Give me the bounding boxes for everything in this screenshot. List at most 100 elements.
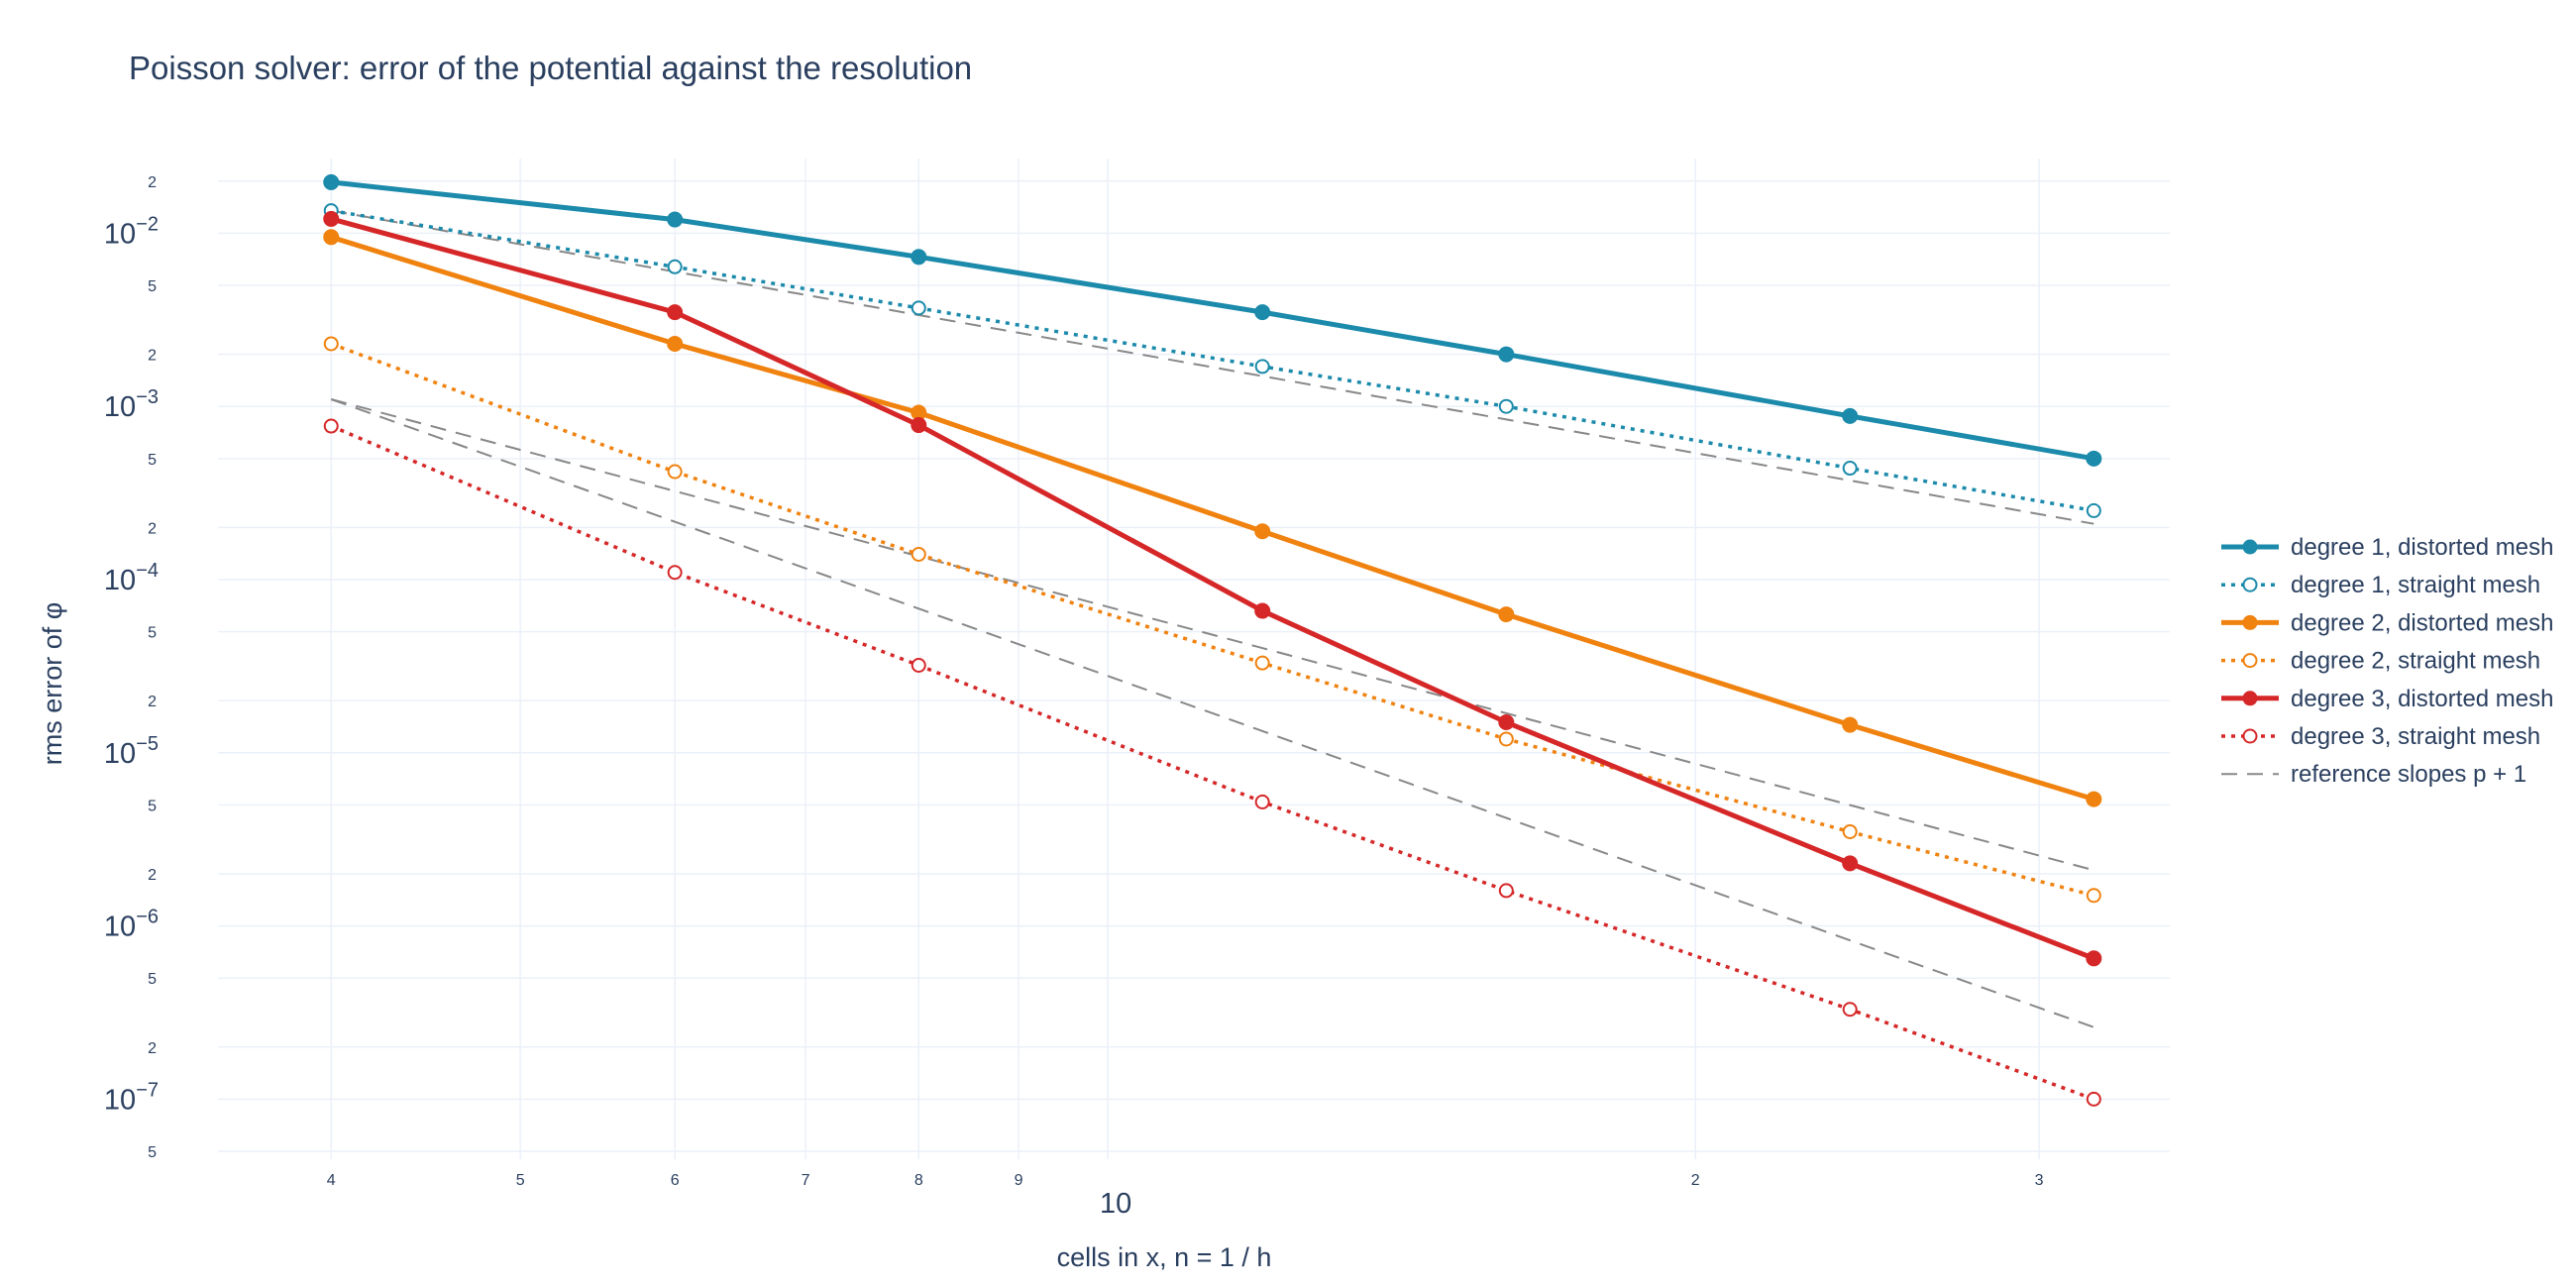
legend-swatch-marker bbox=[2242, 614, 2258, 630]
y-tick-label: 2 bbox=[148, 174, 157, 191]
legend-swatch-marker bbox=[2242, 653, 2258, 669]
y-tick-label: 5 bbox=[148, 452, 157, 469]
reference-lines bbox=[330, 209, 2094, 1028]
y-tick-label: 2 bbox=[148, 520, 157, 537]
legend-label: degree 1, straight mesh bbox=[2291, 572, 2540, 598]
legend-label: degree 2, distorted mesh bbox=[2291, 609, 2554, 636]
y-tick-label: 10−2 bbox=[104, 213, 159, 250]
legend-swatch-marker bbox=[2242, 539, 2258, 555]
data-point bbox=[323, 173, 340, 190]
data-point bbox=[667, 211, 684, 228]
y-tick-exponent: −4 bbox=[136, 560, 159, 582]
legend-label: reference slopes p + 1 bbox=[2291, 761, 2526, 788]
data-point bbox=[1498, 346, 1515, 363]
grid bbox=[218, 159, 2170, 1159]
y-tick-label: 10−5 bbox=[104, 733, 159, 770]
legend-swatch-marker bbox=[2242, 728, 2258, 744]
legend: degree 1, distorted mesh degree 1, straig… bbox=[2221, 534, 2554, 788]
data-point bbox=[667, 304, 684, 321]
data-point bbox=[1254, 655, 1270, 671]
data-point bbox=[1842, 823, 1858, 839]
y-tick-exponent: −3 bbox=[136, 386, 159, 408]
legend-swatch-marker bbox=[2242, 577, 2258, 592]
y-axis-label: rms error of φ bbox=[38, 602, 67, 766]
data-point bbox=[667, 335, 684, 352]
series-line bbox=[330, 216, 2095, 961]
reference-slope-line bbox=[330, 398, 2094, 1028]
y-tick-label: 2 bbox=[148, 694, 157, 710]
y-tick-label: 10−6 bbox=[104, 907, 159, 943]
y-tick-label: 2 bbox=[148, 348, 157, 365]
data-point bbox=[1498, 714, 1515, 731]
legend-label: degree 3, distorted mesh bbox=[2291, 686, 2554, 712]
data-point bbox=[2086, 1091, 2101, 1107]
x-tick-label: 7 bbox=[802, 1172, 810, 1189]
x-axis-label: cells in x, n = 1 / h bbox=[1057, 1242, 1272, 1272]
x-tick-label: 10 bbox=[1100, 1188, 1131, 1220]
data-point bbox=[2086, 450, 2102, 467]
y-tick-base: 10 bbox=[104, 391, 136, 423]
data-point bbox=[2086, 502, 2101, 518]
y-tick-label: 5 bbox=[148, 625, 157, 642]
x-tick-label: 3 bbox=[2035, 1172, 2044, 1189]
reference-slope-line bbox=[331, 209, 2094, 525]
data-point bbox=[667, 464, 683, 480]
data-point bbox=[1842, 1002, 1858, 1018]
data-point bbox=[323, 418, 339, 434]
data-point bbox=[323, 210, 340, 227]
y-tick-exponent: −5 bbox=[136, 733, 159, 755]
y-tick-label: 2 bbox=[148, 1040, 157, 1057]
legend-label: degree 1, distorted mesh bbox=[2291, 534, 2554, 561]
data-point bbox=[667, 565, 683, 581]
data-point bbox=[1498, 883, 1514, 899]
data-point bbox=[1842, 461, 1858, 477]
data-point bbox=[911, 546, 926, 562]
y-tick-base: 10 bbox=[104, 738, 136, 770]
y-tick-base: 10 bbox=[104, 565, 136, 596]
y-tick-base: 10 bbox=[104, 912, 136, 943]
data-point bbox=[1842, 855, 1859, 872]
legend-swatch-marker bbox=[2242, 691, 2258, 706]
data-point bbox=[1498, 398, 1514, 414]
series-line bbox=[330, 208, 2094, 513]
series-line bbox=[330, 234, 2095, 802]
legend-label: degree 3, straight mesh bbox=[2291, 723, 2540, 750]
legend-label: degree 2, straight mesh bbox=[2291, 648, 2540, 675]
data-point bbox=[1842, 407, 1859, 424]
data-point bbox=[2086, 791, 2102, 807]
data-point bbox=[323, 336, 339, 352]
data-point bbox=[2086, 888, 2101, 904]
x-tick-label: 6 bbox=[671, 1172, 680, 1189]
data-point bbox=[1254, 523, 1271, 540]
data-point bbox=[911, 249, 927, 266]
x-tick-label: 5 bbox=[516, 1172, 525, 1189]
data-point bbox=[1254, 359, 1270, 375]
x-tick-label: 8 bbox=[914, 1172, 923, 1189]
y-tick-exponent: −7 bbox=[136, 1079, 159, 1101]
y-tick-label: 5 bbox=[148, 798, 157, 814]
data-point bbox=[323, 229, 340, 246]
x-tick-label: 4 bbox=[327, 1172, 336, 1189]
data-point bbox=[911, 300, 926, 316]
y-tick-base: 10 bbox=[104, 1084, 136, 1116]
axis-ticks: 4 5 6 7 8 9 2 31025252525252510−210−310−410−510… bbox=[104, 174, 2044, 1220]
series-line bbox=[330, 342, 2094, 898]
y-tick-label: 10−4 bbox=[104, 560, 159, 596]
x-tick-label: 2 bbox=[1691, 1172, 1700, 1189]
data-point bbox=[1254, 602, 1271, 619]
y-tick-label: 5 bbox=[148, 1144, 157, 1161]
data-point bbox=[1254, 304, 1271, 321]
y-tick-exponent: −2 bbox=[136, 213, 159, 235]
y-tick-label: 10−3 bbox=[104, 386, 159, 423]
data-point bbox=[1254, 794, 1270, 809]
series-lines bbox=[323, 173, 2102, 1107]
data-point bbox=[667, 259, 683, 274]
data-point bbox=[911, 657, 926, 673]
y-tick-label: 5 bbox=[148, 278, 157, 295]
data-point bbox=[911, 417, 927, 434]
data-point bbox=[1498, 731, 1514, 747]
data-point bbox=[2086, 950, 2102, 967]
data-point bbox=[1498, 606, 1515, 623]
y-tick-label: 2 bbox=[148, 867, 157, 884]
